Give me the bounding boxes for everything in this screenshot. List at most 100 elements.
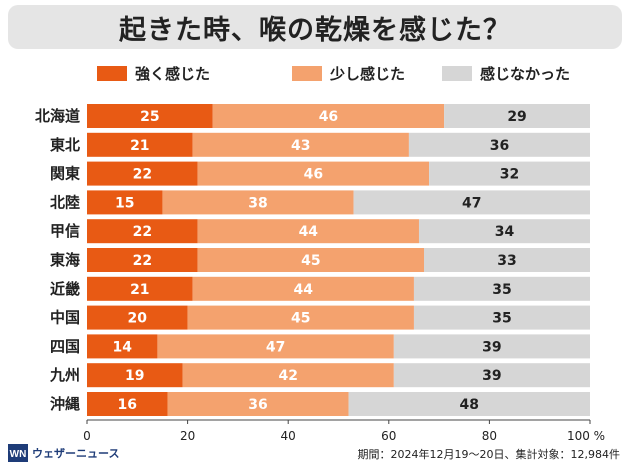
data-label: 22 (133, 253, 152, 269)
data-label: 29 (507, 109, 526, 125)
bar-segment (87, 392, 168, 416)
data-label: 14 (112, 339, 132, 355)
bar-segment (408, 132, 590, 157)
data-label: 33 (497, 253, 516, 269)
brand-name: ウェザーニュース (32, 447, 120, 460)
x-tick-label: 80 (482, 429, 497, 443)
survey-note: 期間：2024年12月19〜20日、集計対象：12,984件 (357, 448, 620, 461)
title-banner: 起きた時、喉の乾燥を感じた？ (8, 5, 622, 49)
bar-segment (182, 363, 394, 388)
data-label: 36 (490, 138, 509, 154)
data-label: 15 (115, 195, 134, 211)
data-label: 46 (304, 167, 323, 183)
category-label: 九州 (49, 366, 80, 384)
data-label: 38 (248, 195, 267, 211)
data-label: 32 (500, 167, 519, 183)
category-label: 沖縄 (50, 395, 80, 413)
bar-segment (429, 161, 590, 186)
legend-label-1: 少し感じた (329, 65, 405, 83)
legend-swatch-1 (292, 66, 322, 81)
bar-segment (87, 161, 198, 186)
data-label: 39 (482, 339, 501, 355)
category-label: 中国 (50, 309, 80, 327)
data-label: 45 (291, 311, 310, 327)
bar-segment (87, 132, 193, 157)
legend-label-0: 強く感じた (135, 65, 210, 83)
data-label: 39 (482, 368, 501, 384)
data-label: 47 (462, 195, 481, 211)
bar-segment (87, 363, 183, 388)
bar-segment (413, 276, 590, 301)
bar-segment (192, 276, 414, 301)
brand-logo: WN ウェザーニュース (8, 444, 119, 462)
bar-segment (353, 190, 590, 215)
x-tick-label: 40 (281, 429, 296, 443)
data-label: 19 (125, 368, 144, 384)
data-label: 35 (492, 311, 511, 327)
bar-segment (444, 104, 590, 128)
data-label: 44 (294, 282, 314, 298)
bar-segment (348, 392, 590, 416)
data-label: 25 (140, 109, 159, 125)
data-label: 34 (495, 224, 515, 240)
bars: 北海道 25 46 29 東北 21 43 36 関東 22 46 32 北陸 15 38 47 甲信 22 44 3… (35, 104, 590, 416)
bar-segment (87, 276, 193, 301)
data-label: 22 (133, 167, 152, 183)
category-label: 近畿 (50, 280, 80, 298)
bar-segment (197, 219, 419, 244)
category-label: 関東 (50, 165, 80, 183)
legend: 強く感じた 少し感じた 感じなかった (97, 65, 570, 83)
bar-segment (87, 104, 213, 128)
bar-segment (87, 190, 163, 215)
x-tick-label: 0 (83, 429, 91, 443)
category-label: 東海 (50, 251, 80, 269)
data-label: 36 (248, 397, 267, 413)
category-label: 四国 (50, 337, 80, 355)
bar-segment (413, 305, 590, 330)
bar-segment (87, 305, 188, 330)
data-label: 48 (460, 397, 479, 413)
data-label: 22 (133, 224, 152, 240)
bar-segment (424, 248, 590, 272)
bar-segment (212, 104, 445, 128)
bar-segment (197, 248, 425, 272)
legend-label-2: 感じなかった (480, 65, 570, 83)
category-label: 北海道 (35, 107, 80, 125)
bar-segment (157, 334, 394, 359)
bar-segment (418, 219, 590, 244)
bar-segment (87, 219, 198, 244)
bar-segment (187, 305, 414, 330)
svg-text:WN: WN (10, 449, 27, 460)
data-label: 44 (299, 224, 319, 240)
weathernews-logo-icon: WN (8, 444, 28, 462)
data-label: 43 (291, 138, 310, 154)
x-tick-label: 20 (180, 429, 195, 443)
data-label: 20 (128, 311, 148, 327)
data-label: 47 (266, 339, 285, 355)
data-label: 21 (130, 138, 149, 154)
bar-segment (393, 363, 590, 388)
x-tick-label: 60 (381, 429, 396, 443)
bar-segment (87, 248, 198, 272)
bar-segment (87, 334, 158, 359)
category-label: 北陸 (50, 193, 80, 211)
bar-segment (167, 392, 349, 416)
bar-segment (393, 334, 590, 359)
category-label: 東北 (50, 136, 80, 154)
data-label: 16 (117, 397, 136, 413)
data-label: 45 (301, 253, 320, 269)
bar-segment (192, 132, 409, 157)
bar-segment (162, 190, 354, 215)
category-label: 甲信 (50, 222, 80, 240)
chart-title: 起きた時、喉の乾燥を感じた？ (119, 14, 511, 46)
data-label: 21 (130, 282, 149, 298)
legend-swatch-2 (442, 66, 472, 81)
x-axis: 0 20 40 60 80 100 % (83, 419, 605, 443)
data-label: 46 (319, 109, 338, 125)
data-label: 35 (492, 282, 511, 298)
bar-segment (197, 161, 430, 186)
x-tick-label: 100 % (567, 429, 605, 443)
legend-swatch-0 (97, 66, 127, 81)
data-label: 42 (278, 368, 297, 384)
